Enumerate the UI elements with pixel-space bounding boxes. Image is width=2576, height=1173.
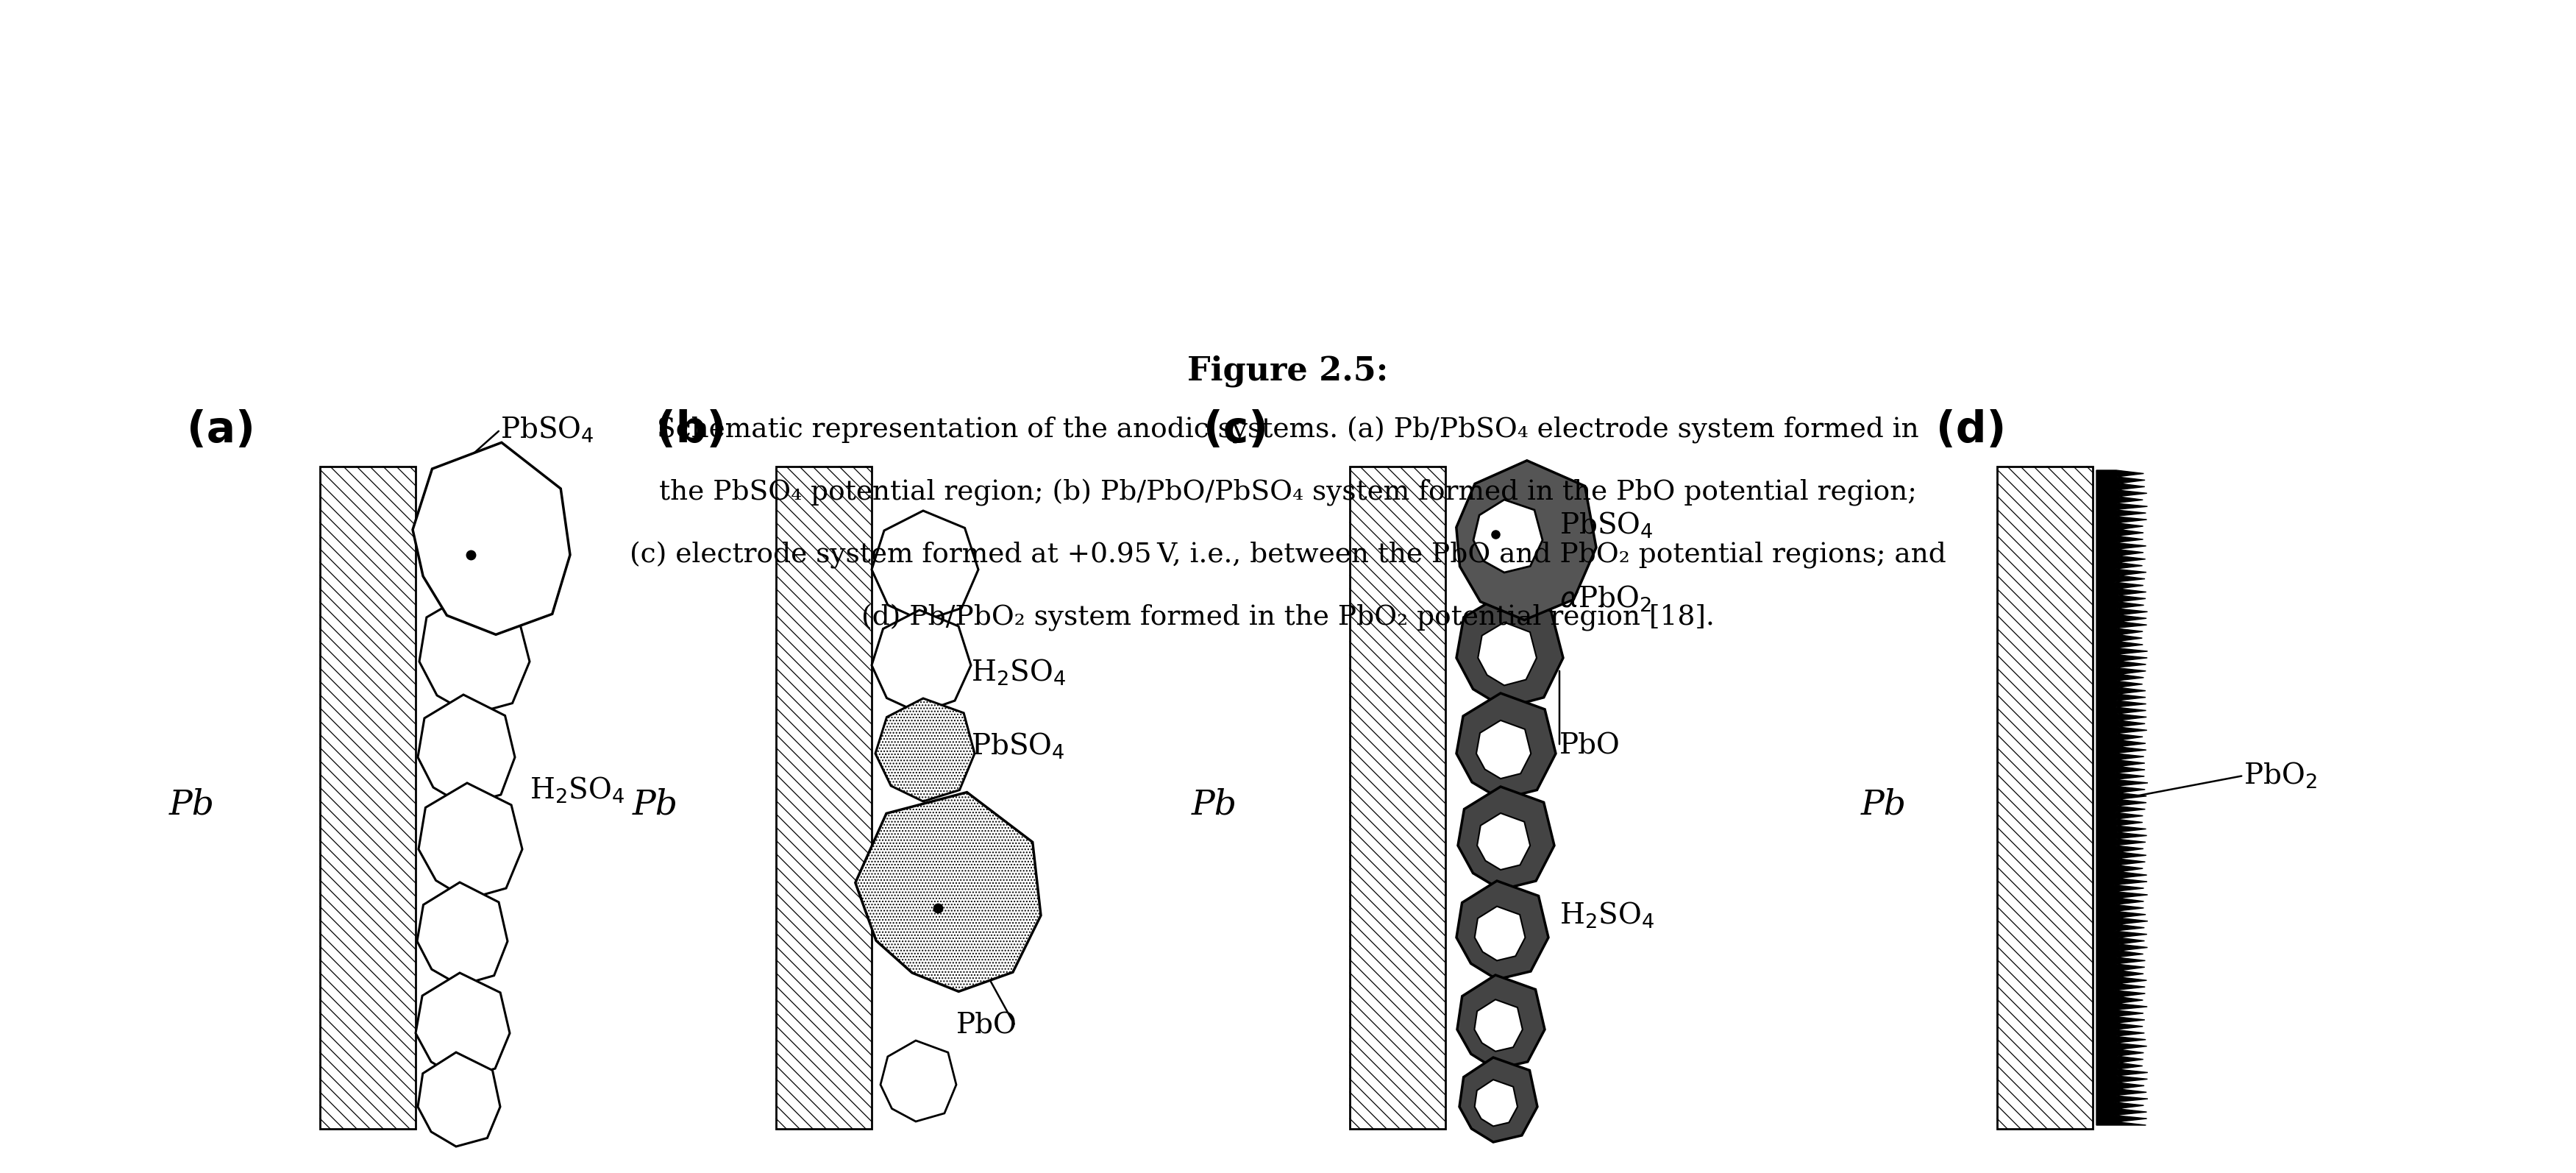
Polygon shape <box>417 882 507 985</box>
Polygon shape <box>1476 813 1530 870</box>
Text: PbSO$_4$: PbSO$_4$ <box>500 415 595 445</box>
Text: Pb: Pb <box>1193 788 1236 822</box>
Text: (d): (d) <box>1937 408 2007 450</box>
Text: PbO: PbO <box>956 1012 1018 1039</box>
Text: Pb: Pb <box>634 788 677 822</box>
Text: (c): (c) <box>1203 408 1267 450</box>
Text: H$_2$SO$_4$: H$_2$SO$_4$ <box>971 658 1066 687</box>
Text: (c) electrode system formed at +0.95 V, i.e., between the PbO and PbO₂ potential: (c) electrode system formed at +0.95 V, … <box>629 541 1947 569</box>
Polygon shape <box>417 784 523 900</box>
Polygon shape <box>415 972 510 1079</box>
Text: Pb: Pb <box>170 788 214 822</box>
Bar <box>1996 467 2092 1128</box>
Polygon shape <box>420 591 531 714</box>
Bar <box>1350 467 1445 1128</box>
Text: H$_2$SO$_4$: H$_2$SO$_4$ <box>1558 901 1654 930</box>
Polygon shape <box>1455 693 1556 799</box>
Polygon shape <box>1455 881 1548 979</box>
Text: (a): (a) <box>185 408 255 450</box>
Text: PbSO$_4$: PbSO$_4$ <box>971 731 1064 761</box>
Text: (b): (b) <box>657 408 726 450</box>
Text: PbO: PbO <box>1558 733 1620 760</box>
Polygon shape <box>871 510 979 621</box>
Polygon shape <box>1479 622 1538 685</box>
Polygon shape <box>1473 907 1525 961</box>
Text: Pb: Pb <box>1860 788 1906 822</box>
Polygon shape <box>876 698 974 801</box>
Polygon shape <box>417 694 515 805</box>
Polygon shape <box>855 792 1041 991</box>
Text: PbSO$_4$: PbSO$_4$ <box>1558 510 1654 541</box>
Polygon shape <box>1458 787 1553 889</box>
Polygon shape <box>1473 1079 1517 1126</box>
Polygon shape <box>1473 999 1522 1051</box>
Polygon shape <box>412 442 569 635</box>
Polygon shape <box>1473 500 1543 572</box>
Text: H$_2$SO$_4$: H$_2$SO$_4$ <box>531 775 626 805</box>
Text: the PbSO₄ potential region; (b) Pb/PbO/PbSO₄ system formed in the PbO potential : the PbSO₄ potential region; (b) Pb/PbO/P… <box>659 479 1917 506</box>
Polygon shape <box>1458 975 1546 1070</box>
Polygon shape <box>2097 470 2148 1125</box>
Bar <box>319 467 415 1128</box>
Text: Figure 2.5:: Figure 2.5: <box>1188 355 1388 387</box>
Bar <box>775 467 871 1128</box>
Polygon shape <box>1461 1058 1538 1143</box>
Text: PbO$_2$: PbO$_2$ <box>2244 761 2316 791</box>
Text: $\alpha$PbO$_2$: $\alpha$PbO$_2$ <box>1558 584 1651 613</box>
Polygon shape <box>417 1052 500 1146</box>
Polygon shape <box>881 1040 956 1121</box>
Polygon shape <box>1455 461 1597 621</box>
Text: (d) Pb/PbO₂ system formed in the PbO₂ potential region [18].: (d) Pb/PbO₂ system formed in the PbO₂ po… <box>860 604 1716 631</box>
Polygon shape <box>1455 594 1564 708</box>
Polygon shape <box>871 610 971 713</box>
Polygon shape <box>1476 720 1530 779</box>
Text: Schematic representation of the anodic systems. (a) Pb/PbSO₄ electrode system fo: Schematic representation of the anodic s… <box>657 416 1919 443</box>
